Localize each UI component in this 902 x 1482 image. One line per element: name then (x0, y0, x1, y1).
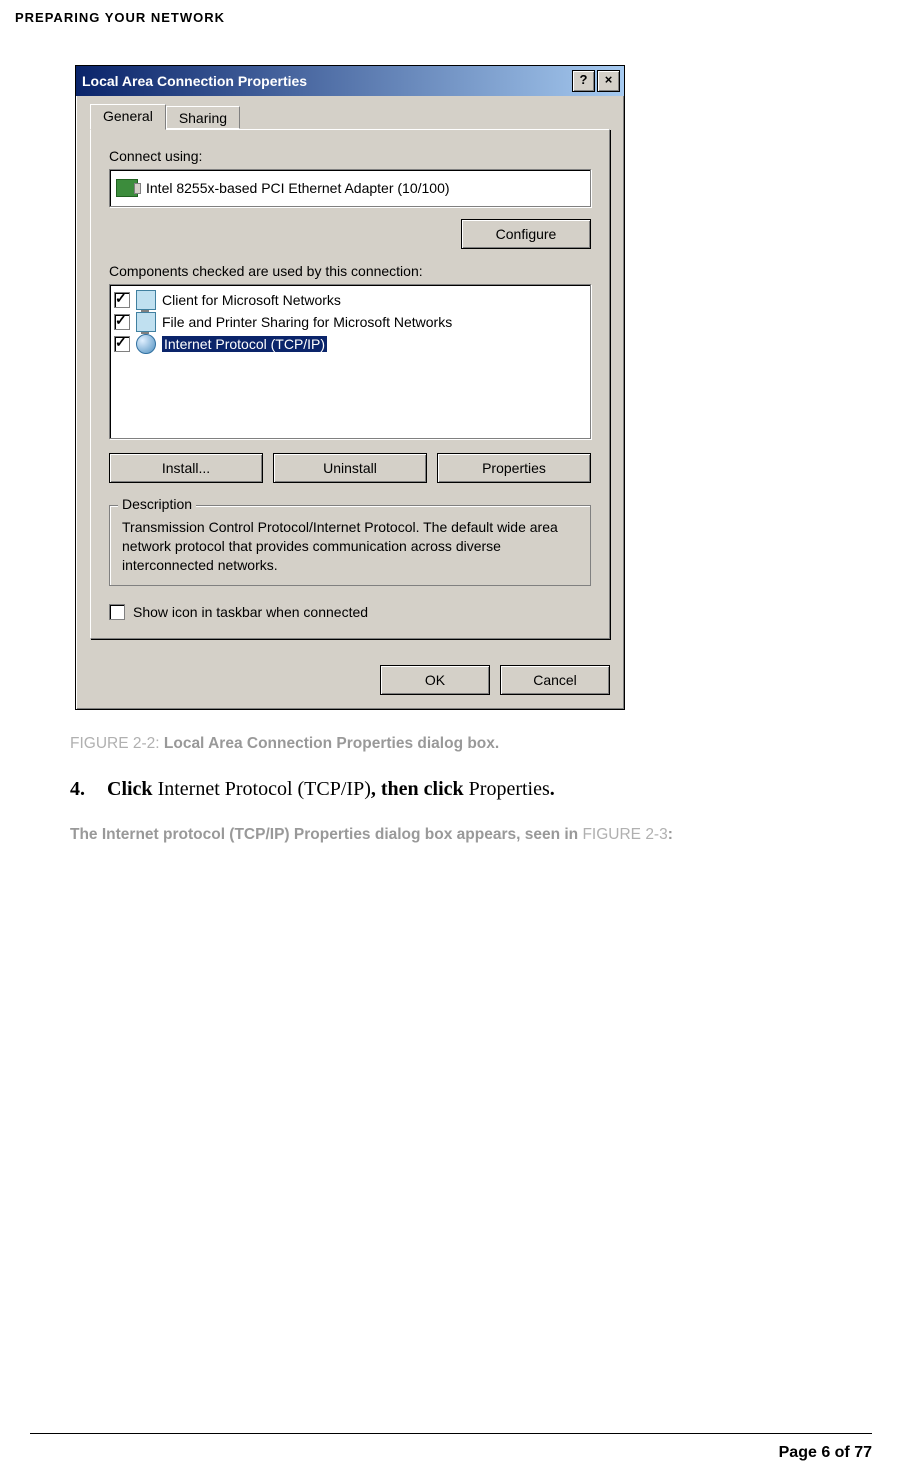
fileshare-icon (136, 312, 156, 332)
components-label: Components checked are used by this conn… (109, 263, 591, 279)
step-props: Properties (464, 778, 550, 800)
description-group: Description Transmission Control Protoco… (109, 505, 591, 586)
connection-properties-dialog: Local Area Connection Properties ? × Gen… (75, 65, 625, 710)
component-label: File and Printer Sharing for Microsoft N… (162, 314, 452, 330)
dialog-titlebar: Local Area Connection Properties ? × (76, 66, 624, 96)
follow-post: : (668, 826, 673, 843)
tab-sharing[interactable]: Sharing (166, 106, 240, 129)
components-list[interactable]: Client for Microsoft Networks File and P… (109, 284, 591, 439)
follow-text: The Internet protocol (TCP/IP) Propertie… (70, 823, 842, 846)
step-click: Click (107, 778, 153, 800)
component-row[interactable]: Internet Protocol (TCP/IP) (112, 333, 588, 355)
install-button[interactable]: Install... (109, 453, 263, 483)
tab-panel-general: Connect using: Intel 8255x-based PCI Eth… (90, 129, 610, 639)
figure-caption: FIGURE 2-2: Local Area Connection Proper… (70, 735, 872, 753)
footer-rule (30, 1433, 872, 1434)
figure-ref: FIGURE 2-2: (70, 735, 160, 752)
component-checkbox[interactable] (114, 336, 130, 352)
figure-text: Local Area Connection Properties dialog … (160, 735, 500, 752)
adapter-name: Intel 8255x-based PCI Ethernet Adapter (… (146, 180, 450, 196)
page-number: Page 6 of 77 (30, 1444, 872, 1462)
description-legend: Description (118, 496, 196, 512)
client-icon (136, 290, 156, 310)
tab-strip: General Sharing (90, 104, 610, 129)
component-label: Client for Microsoft Networks (162, 292, 341, 308)
nic-icon (116, 179, 138, 197)
tcpip-icon (136, 334, 156, 354)
show-icon-checkbox[interactable] (109, 604, 125, 620)
step-dot: . (550, 778, 555, 800)
adapter-field: Intel 8255x-based PCI Ethernet Adapter (… (109, 169, 591, 207)
uninstall-button[interactable]: Uninstall (273, 453, 427, 483)
component-label-selected: Internet Protocol (TCP/IP) (162, 336, 327, 352)
component-row[interactable]: Client for Microsoft Networks (112, 289, 588, 311)
close-button[interactable]: × (597, 70, 620, 92)
dialog-title: Local Area Connection Properties (82, 73, 307, 89)
help-button[interactable]: ? (572, 70, 595, 92)
properties-button[interactable]: Properties (437, 453, 591, 483)
step-item: Internet Protocol (TCP/IP) (153, 778, 371, 800)
page-footer: Page 6 of 77 (30, 1425, 872, 1462)
cancel-button[interactable]: Cancel (500, 665, 610, 695)
follow-pre: The Internet protocol (TCP/IP) Propertie… (70, 826, 582, 843)
step-then: , then click (371, 778, 464, 800)
tab-general[interactable]: General (90, 104, 166, 130)
follow-ref: FIGURE 2-3 (582, 826, 667, 843)
configure-button[interactable]: Configure (461, 219, 591, 249)
section-header: PREPARING YOUR NETWORK (15, 10, 872, 25)
step-number: 4. (70, 778, 85, 800)
ok-button[interactable]: OK (380, 665, 490, 695)
show-icon-label: Show icon in taskbar when connected (133, 604, 368, 620)
component-checkbox[interactable] (114, 292, 130, 308)
component-row[interactable]: File and Printer Sharing for Microsoft N… (112, 311, 588, 333)
step-4: 4. Click Internet Protocol (TCP/IP), then… (70, 778, 872, 801)
component-checkbox[interactable] (114, 314, 130, 330)
description-text: Transmission Control Protocol/Internet P… (122, 518, 578, 575)
connect-using-label: Connect using: (109, 148, 591, 164)
